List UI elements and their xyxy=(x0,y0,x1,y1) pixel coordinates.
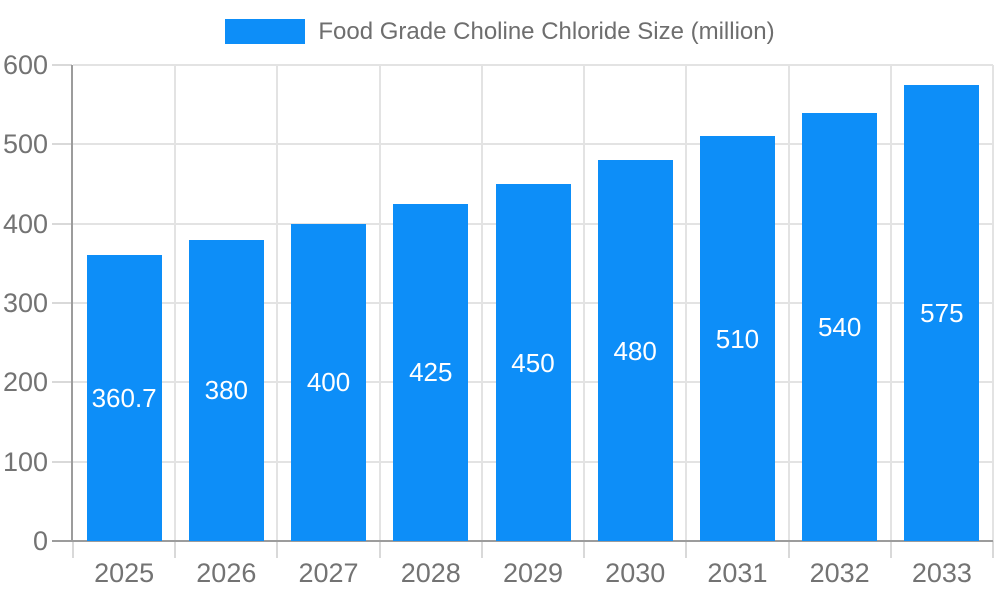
bar-2027[interactable]: 400 xyxy=(291,223,367,541)
x-axis-tick xyxy=(992,541,994,558)
bar-value-label-2032: 540 xyxy=(817,311,862,342)
x-gridline xyxy=(174,65,177,541)
y-tick-label-300: 300 xyxy=(2,288,48,318)
x-axis-tick xyxy=(174,541,177,558)
y-axis-tick xyxy=(52,222,72,225)
x-axis-tick xyxy=(787,541,790,558)
bar-value-label-2029: 450 xyxy=(511,347,555,378)
x-tick-label-2033: 2033 xyxy=(911,558,972,588)
bar-2029[interactable]: 450 xyxy=(495,184,571,541)
chart-legend[interactable]: Food Grade Choline Chloride Size (millio… xyxy=(0,19,1000,44)
bar-value-label-2031: 510 xyxy=(715,323,760,354)
y-axis-line xyxy=(71,65,73,542)
y-tick-label-200: 200 xyxy=(2,367,48,398)
bar-value-label-2025: 360.7 xyxy=(91,382,157,413)
x-axis-tick xyxy=(72,541,74,558)
x-tick-label-2030: 2030 xyxy=(605,558,666,588)
bar-value-label-2030: 480 xyxy=(613,335,657,366)
bar-2030[interactable]: 480 xyxy=(597,160,673,541)
x-tick-label-2028: 2028 xyxy=(400,558,461,588)
x-gridline xyxy=(787,65,790,541)
y-axis-tick xyxy=(52,302,72,304)
bar-value-label-2033: 575 xyxy=(920,297,964,328)
x-axis-tick xyxy=(480,541,483,558)
legend-label: Food Grade Choline Chloride Size (millio… xyxy=(318,18,775,45)
y-tick-label-100: 100 xyxy=(2,446,48,477)
bar-2028[interactable]: 425 xyxy=(393,203,469,541)
bar-value-label-2026: 380 xyxy=(204,375,249,406)
bar-2033[interactable]: 575 xyxy=(904,84,980,541)
bar-2025[interactable]: 360.7 xyxy=(86,254,162,541)
x-tick-label-2031: 2031 xyxy=(707,558,768,588)
x-gridline xyxy=(276,65,279,541)
bar-2032[interactable]: 540 xyxy=(802,112,878,541)
y-tick-label-600: 600 xyxy=(2,50,48,80)
x-axis-tick xyxy=(889,541,892,558)
y-tick-label-0: 0 xyxy=(32,526,48,556)
y-axis-tick xyxy=(52,381,72,384)
x-tick-label-2029: 2029 xyxy=(502,558,564,588)
legend-swatch-icon xyxy=(225,19,306,44)
x-gridline xyxy=(583,65,586,541)
bar-2026[interactable]: 380 xyxy=(188,239,264,541)
y-tick-label-500: 500 xyxy=(2,129,48,160)
x-gridline xyxy=(685,65,688,541)
x-gridline xyxy=(480,65,483,541)
x-tick-label-2026: 2026 xyxy=(196,558,257,588)
y-gridline xyxy=(73,64,993,66)
bar-2031[interactable]: 510 xyxy=(699,136,775,541)
y-axis-tick xyxy=(52,64,72,66)
x-tick-label-2032: 2032 xyxy=(809,558,870,588)
x-tick-label-2025: 2025 xyxy=(94,558,155,588)
x-gridline xyxy=(889,65,892,541)
x-axis-tick xyxy=(276,541,279,558)
bar-value-label-2028: 425 xyxy=(409,357,453,388)
x-tick-label-2027: 2027 xyxy=(298,558,359,588)
bar-value-label-2027: 400 xyxy=(306,367,351,398)
y-axis-tick xyxy=(52,143,72,146)
x-gridline xyxy=(992,65,994,541)
y-gridline xyxy=(73,143,993,146)
x-axis-line xyxy=(52,540,993,542)
x-gridline xyxy=(378,65,381,541)
x-axis-tick xyxy=(685,541,688,558)
x-axis-tick xyxy=(378,541,381,558)
x-axis-tick xyxy=(583,541,586,558)
y-tick-label-400: 400 xyxy=(2,208,48,239)
y-axis-tick xyxy=(52,460,72,463)
